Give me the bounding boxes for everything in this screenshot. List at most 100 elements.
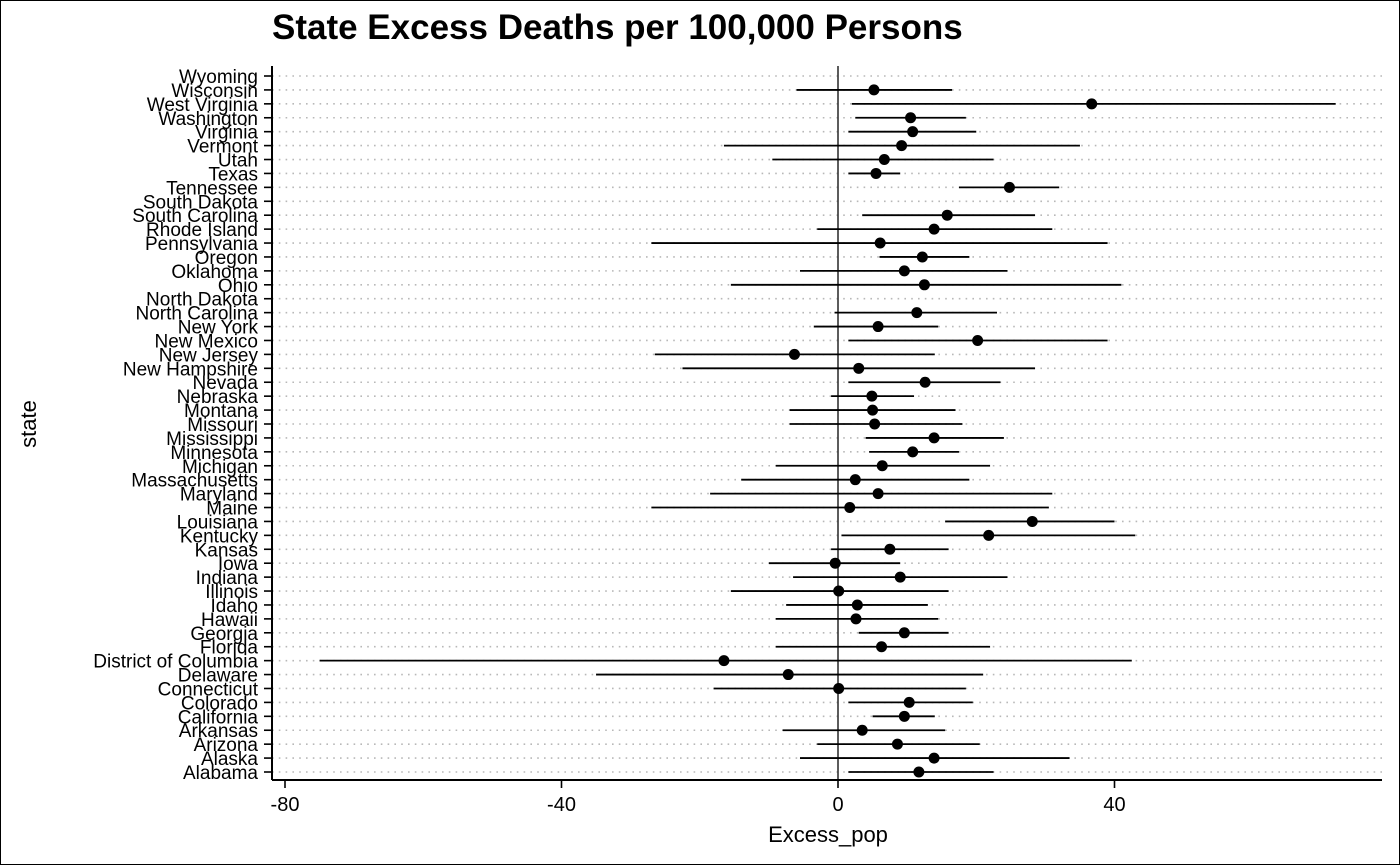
point-washington xyxy=(905,112,917,124)
y-tick-label: Florida xyxy=(200,638,259,659)
point-south-carolina xyxy=(941,209,953,221)
y-tick-label: Texas xyxy=(208,164,258,185)
y-tick-label: Rhode Island xyxy=(146,220,258,241)
point-oklahoma xyxy=(898,265,910,277)
point-illinois xyxy=(833,585,845,597)
estimate-points xyxy=(718,84,1098,778)
y-tick-label: Delaware xyxy=(178,666,258,687)
x-tick-label: 40 xyxy=(1103,794,1125,816)
y-tick-label: Georgia xyxy=(190,624,258,645)
point-oregon xyxy=(916,251,928,263)
point-missouri xyxy=(869,418,881,430)
y-tick-label: Illinois xyxy=(205,582,258,603)
y-tick-label: Colorado xyxy=(181,693,258,714)
point-new-york xyxy=(872,321,884,333)
point-alabama xyxy=(913,766,925,778)
y-tick-label: Pennsylvania xyxy=(145,234,258,255)
y-tick-label: Nevada xyxy=(193,373,259,394)
y-tick-label: Tennessee xyxy=(166,178,258,199)
point-connecticut xyxy=(833,682,845,694)
point-minnesota xyxy=(907,446,919,458)
point-california xyxy=(898,710,910,722)
point-michigan xyxy=(876,460,888,472)
point-west-virginia xyxy=(1086,98,1098,110)
x-axis-label: Excess_pop xyxy=(768,822,888,847)
x-tick-label: 0 xyxy=(832,794,843,816)
y-tick-label: Utah xyxy=(218,151,258,172)
point-indiana xyxy=(894,571,906,583)
point-texas xyxy=(870,167,882,179)
point-delaware xyxy=(782,669,794,681)
point-district-of-columbia xyxy=(718,655,730,667)
point-virginia xyxy=(907,126,919,138)
y-tick-label: Alabama xyxy=(183,763,258,784)
point-colorado xyxy=(903,696,915,708)
interval-bars xyxy=(319,89,1336,773)
y-tick-label: New Mexico xyxy=(155,331,258,352)
point-iowa xyxy=(829,557,841,569)
point-wisconsin xyxy=(868,84,880,96)
y-tick-label: West Virginia xyxy=(147,95,259,116)
y-tick-label: Washington xyxy=(158,109,258,130)
y-tick-label: Maine xyxy=(206,499,258,520)
point-mississippi xyxy=(928,432,940,444)
y-tick-label: Wyoming xyxy=(179,67,258,88)
point-north-carolina xyxy=(911,307,923,319)
grid-lines xyxy=(272,75,1382,773)
y-tick-label: Connecticut xyxy=(158,679,259,700)
point-georgia xyxy=(898,627,910,639)
point-florida xyxy=(876,641,888,653)
y-tick-label: Virginia xyxy=(195,123,258,144)
x-tick-label: -40 xyxy=(547,794,576,816)
y-tick-label: Idaho xyxy=(210,596,258,617)
y-tick-label: Missouri xyxy=(187,415,258,436)
y-tick-label: New York xyxy=(178,318,259,339)
point-maryland xyxy=(872,488,884,500)
point-montana xyxy=(867,404,879,416)
y-tick-label: Louisiana xyxy=(177,512,259,533)
y-tick-label: Minnesota xyxy=(170,443,258,464)
y-tick-label: Arkansas xyxy=(179,721,258,742)
y-tick-label: Ohio xyxy=(218,276,258,297)
point-nebraska xyxy=(866,390,878,402)
point-vermont xyxy=(896,140,908,152)
y-tick-label: Alaska xyxy=(201,749,258,770)
y-tick-label: Oregon xyxy=(195,248,258,269)
y-tick-label: Michigan xyxy=(182,457,258,478)
point-arizona xyxy=(891,738,903,750)
y-tick-label: Vermont xyxy=(187,137,258,158)
y-tick-label: Indiana xyxy=(196,568,259,589)
y-tick-label: District of Columbia xyxy=(93,652,258,673)
point-louisiana xyxy=(1026,515,1038,527)
y-tick-label: Arizona xyxy=(194,735,259,756)
point-tennessee xyxy=(1003,181,1015,193)
y-tick-label: South Dakota xyxy=(143,192,259,213)
y-tick-label: Nebraska xyxy=(177,387,259,408)
y-tick-label: Kentucky xyxy=(180,526,259,547)
x-tick-label: -80 xyxy=(271,794,300,816)
y-tick-label: New Hampshire xyxy=(123,359,258,380)
point-maine xyxy=(844,502,856,514)
point-new-jersey xyxy=(788,348,800,360)
y-tick-label: Wisconsin xyxy=(171,81,258,102)
point-massachusetts xyxy=(849,474,861,486)
point-alaska xyxy=(928,752,940,764)
y-tick-label: Kansas xyxy=(195,540,258,561)
point-utah xyxy=(878,154,890,166)
y-tick-label: Massachusetts xyxy=(131,471,258,492)
point-ohio xyxy=(918,279,930,291)
point-idaho xyxy=(851,599,863,611)
point-nevada xyxy=(919,376,931,388)
y-tick-label: North Dakota xyxy=(146,290,258,311)
y-tick-label: South Carolina xyxy=(132,206,258,227)
point-new-mexico xyxy=(972,334,984,346)
y-tick-label: Mississippi xyxy=(166,429,258,450)
point-kentucky xyxy=(983,529,995,541)
point-kansas xyxy=(884,543,896,555)
y-tick-label: Hawaii xyxy=(201,610,258,631)
y-tick-label: California xyxy=(178,707,259,728)
y-tick-label: Oklahoma xyxy=(171,262,258,283)
